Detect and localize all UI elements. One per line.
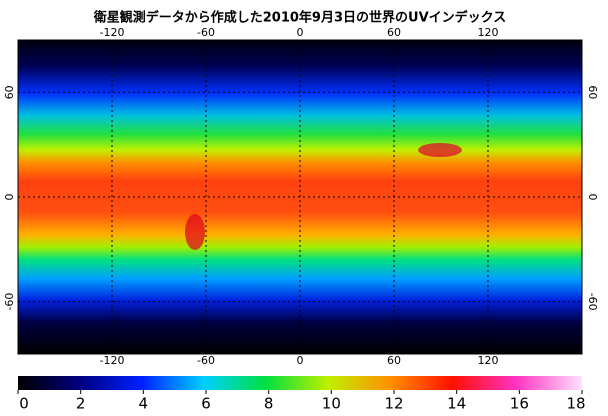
colorbar-tick-label: 12	[384, 395, 403, 413]
lon-tick-label: 120	[478, 26, 499, 39]
colorbar-tick-label: 6	[201, 395, 211, 413]
colorbar-tick-label: 2	[76, 395, 86, 413]
lon-tick-label: 0	[297, 26, 304, 39]
lat-tick-label: 0	[586, 194, 599, 201]
colorbar-tick-label: 10	[322, 395, 341, 413]
colorbar-tick-label: 0	[19, 395, 29, 413]
lat-tick-label: -60	[3, 293, 16, 311]
hotspot	[418, 143, 462, 157]
lon-tick-label: 60	[387, 354, 401, 367]
colorbar-tick-label: 18	[566, 395, 585, 413]
colorbar-tick-label: 4	[139, 395, 149, 413]
colorbar-tick-label: 16	[510, 395, 529, 413]
lon-tick-label: -120	[100, 26, 125, 39]
lon-tick-label: 60	[387, 26, 401, 39]
lat-tick-label: 60	[3, 85, 16, 99]
title: 衛星観測データから作成した2010年9月3日の世界のUVインデックス	[93, 10, 507, 26]
lon-tick-label: 0	[297, 354, 304, 367]
hotspot	[185, 214, 205, 250]
lat-tick-label: 60	[586, 85, 599, 99]
lon-tick-label: -60	[197, 26, 215, 39]
colorbar	[18, 376, 582, 390]
colorbar-tick-label: 14	[447, 395, 466, 413]
colorbar-tick-label: 8	[264, 395, 274, 413]
lon-tick-label: -60	[197, 354, 215, 367]
lon-tick-label: -120	[100, 354, 125, 367]
lat-tick-label: -60	[586, 293, 599, 311]
lon-tick-label: 120	[478, 354, 499, 367]
lat-tick-label: 0	[3, 194, 16, 201]
